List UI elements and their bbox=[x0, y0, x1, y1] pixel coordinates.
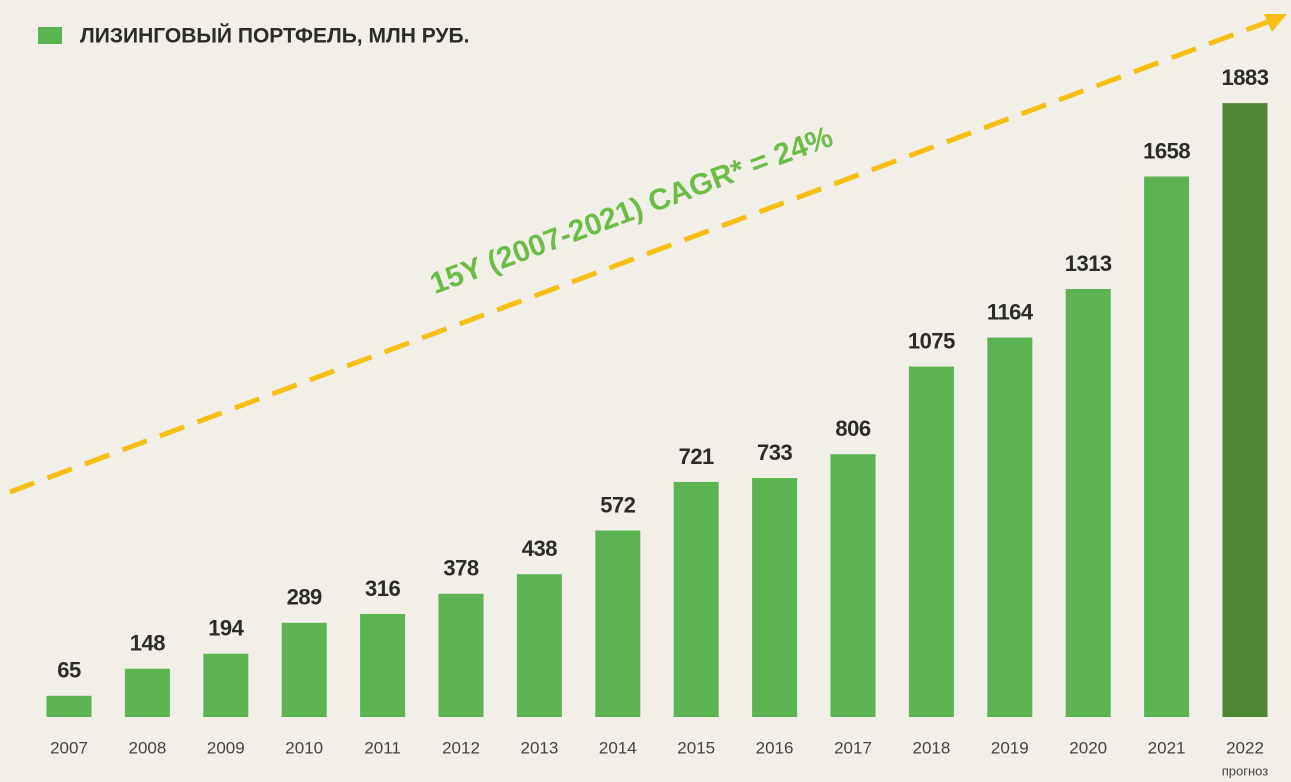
x-tick-label: 2008 bbox=[128, 738, 166, 757]
x-tick-label: 2013 bbox=[520, 738, 558, 757]
bar bbox=[46, 695, 92, 717]
bar bbox=[595, 530, 641, 717]
x-tick-label: 2009 bbox=[207, 738, 245, 757]
x-tick-label: 2011 bbox=[364, 738, 401, 757]
data-label: 1883 bbox=[1222, 65, 1269, 90]
bar bbox=[124, 668, 170, 717]
x-tick-label: 2020 bbox=[1069, 738, 1107, 757]
x-tick-label: 2017 bbox=[834, 738, 872, 757]
data-label: 733 bbox=[757, 440, 792, 465]
bar bbox=[1222, 103, 1268, 718]
data-label: 721 bbox=[679, 444, 714, 469]
chart-title: ЛИЗИНГОВЫЙ ПОРТФЕЛЬ, МЛН РУБ. bbox=[80, 24, 469, 48]
trend-arrow bbox=[9, 18, 1271, 495]
bar bbox=[1065, 288, 1111, 717]
trend-arrow-head bbox=[1264, 14, 1287, 32]
data-label: 1313 bbox=[1065, 251, 1112, 276]
data-label: 572 bbox=[600, 492, 635, 517]
bar bbox=[360, 613, 406, 717]
data-label: 289 bbox=[287, 585, 322, 610]
x-tick-label: 2018 bbox=[912, 738, 950, 757]
x-tick-label: 2019 bbox=[991, 738, 1029, 757]
x-tick-label: 2014 bbox=[599, 738, 637, 757]
data-label: 316 bbox=[365, 576, 400, 601]
x-tick-label: 2010 bbox=[285, 738, 323, 757]
data-label: 438 bbox=[522, 536, 557, 561]
bar bbox=[203, 653, 249, 717]
x-tick-label: 2022 bbox=[1226, 738, 1264, 757]
x-tick-label: 2015 bbox=[677, 738, 715, 757]
x-tick-label: 2012 bbox=[442, 738, 480, 757]
data-label: 194 bbox=[208, 616, 244, 641]
bar bbox=[281, 622, 327, 717]
data-label: 65 bbox=[57, 658, 81, 683]
x-tick-label: 2016 bbox=[756, 738, 794, 757]
x-tick-note: прогноз bbox=[1222, 763, 1269, 778]
annotation: 15Y (2007-2021) CAGR* = 24% bbox=[426, 120, 838, 301]
data-label: 1075 bbox=[908, 328, 955, 353]
data-label: 1164 bbox=[987, 299, 1034, 324]
bar bbox=[1144, 176, 1190, 717]
x-tick-label: 2021 bbox=[1148, 738, 1186, 757]
bar bbox=[908, 366, 954, 717]
x-tick-label: 2007 bbox=[50, 738, 88, 757]
bar bbox=[673, 481, 719, 717]
data-label: 378 bbox=[443, 556, 478, 581]
bar bbox=[438, 593, 484, 717]
data-label: 806 bbox=[835, 416, 870, 441]
legend-swatch bbox=[38, 27, 62, 44]
data-label: 148 bbox=[130, 631, 165, 656]
data-label: 1658 bbox=[1143, 138, 1190, 163]
bar bbox=[830, 454, 876, 717]
bar bbox=[752, 478, 798, 717]
bar bbox=[516, 574, 562, 717]
bar bbox=[987, 337, 1033, 717]
